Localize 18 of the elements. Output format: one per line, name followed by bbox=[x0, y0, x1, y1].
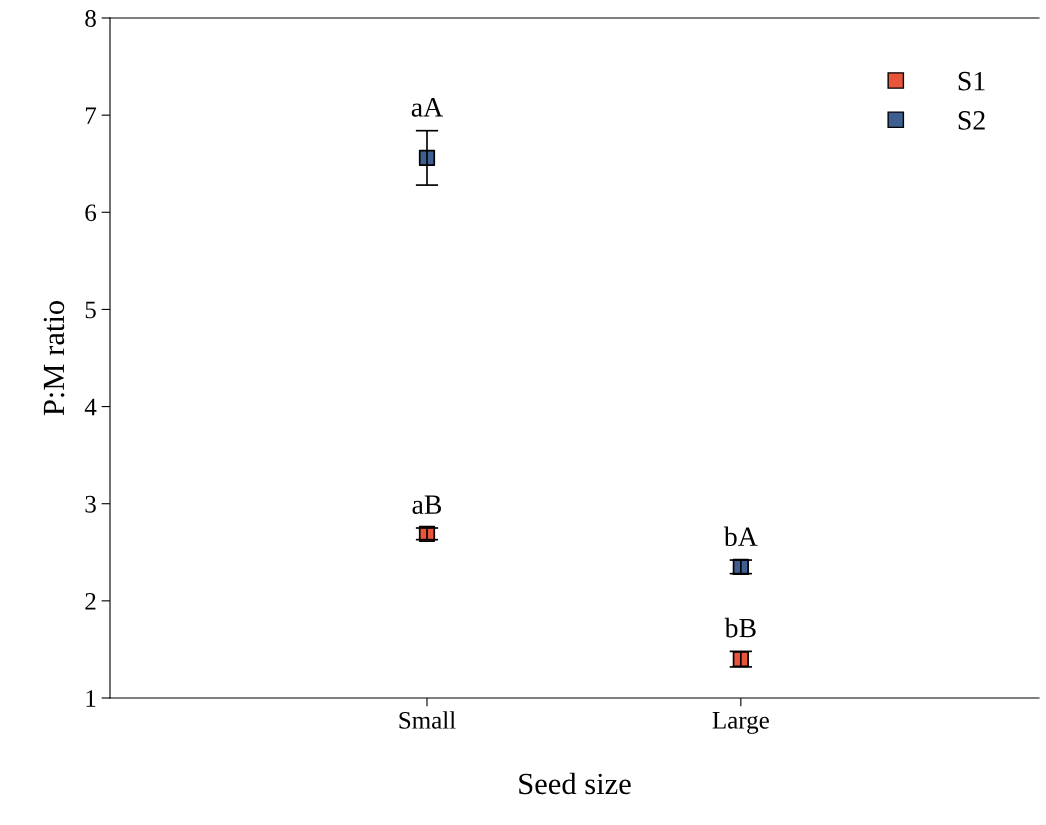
annotation: bB bbox=[724, 617, 756, 638]
y-tick-label: 8 bbox=[85, 10, 96, 27]
x-axis-title: Seed size bbox=[519, 772, 631, 795]
y-tick-label: 1 bbox=[86, 690, 96, 707]
annotation: aA bbox=[411, 98, 443, 117]
legend-label: S1 bbox=[958, 71, 985, 91]
x-tick-label: Large bbox=[712, 712, 769, 734]
y-tick-label: 5 bbox=[85, 301, 96, 319]
annotation: aB bbox=[412, 495, 442, 515]
y-axis-title: P:M ratio bbox=[43, 301, 65, 416]
y-tick-label: 3 bbox=[85, 495, 96, 513]
annotation: bA bbox=[723, 526, 758, 547]
y-tick-label: 2 bbox=[85, 592, 96, 610]
legend-label: S2 bbox=[958, 111, 985, 130]
y-tick-label: 6 bbox=[85, 204, 97, 222]
y-tick-label: 4 bbox=[84, 398, 97, 416]
x-tick-label: Small bbox=[399, 711, 456, 729]
y-tick-label: 7 bbox=[85, 107, 97, 124]
